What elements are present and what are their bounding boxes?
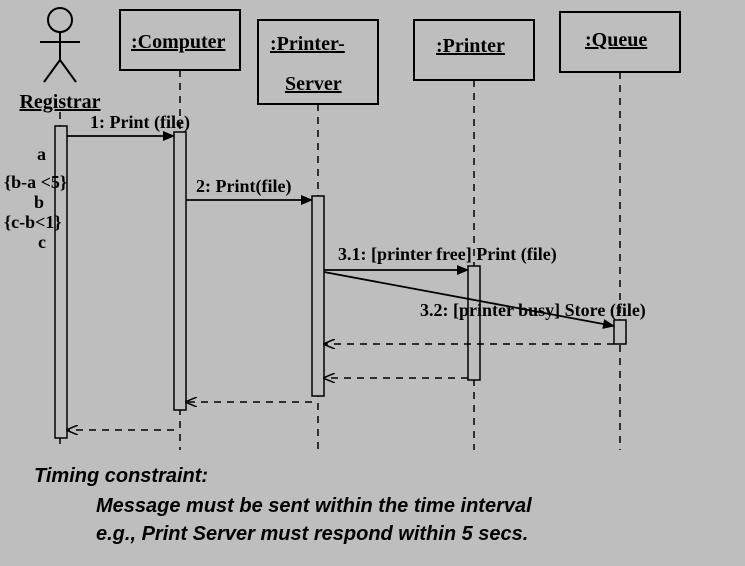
- sequence-diagram: Registrar :Computer :Printer- Server :Printe…: [0, 0, 745, 566]
- caption-title: Timing constraint:: [34, 465, 208, 487]
- time-mark-tc: c: [38, 232, 46, 252]
- message-label: 3.2: [printer busy] Store (file): [420, 300, 646, 321]
- time-mark-tb: b: [34, 192, 44, 212]
- svg-text:Server: Server: [285, 73, 342, 95]
- activation-queue: [614, 320, 626, 344]
- time-mark-c1: {b-a <5}: [4, 172, 67, 192]
- activation-computer: [174, 132, 186, 410]
- svg-text::Printer: :Printer: [436, 35, 505, 57]
- message-label: 3.1: [printer free] Print (file): [338, 244, 557, 265]
- activation-printer: [468, 266, 480, 380]
- svg-text::Computer: :Computer: [131, 31, 226, 53]
- time-mark-ta: a: [37, 144, 46, 164]
- caption-line2: e.g., Print Server must respond within 5…: [96, 523, 528, 545]
- svg-text::Printer-: :Printer-: [270, 33, 345, 55]
- message-label: 2: Print(file): [196, 176, 291, 197]
- caption-line1: Message must be sent within the time int…: [96, 495, 532, 517]
- message-label: 1: Print (file): [90, 112, 190, 133]
- svg-text::Queue: :Queue: [585, 29, 647, 51]
- time-mark-c2: {c-b<1}: [4, 212, 61, 232]
- actor-label: Registrar: [19, 91, 100, 113]
- activation-printer-server: [312, 196, 324, 396]
